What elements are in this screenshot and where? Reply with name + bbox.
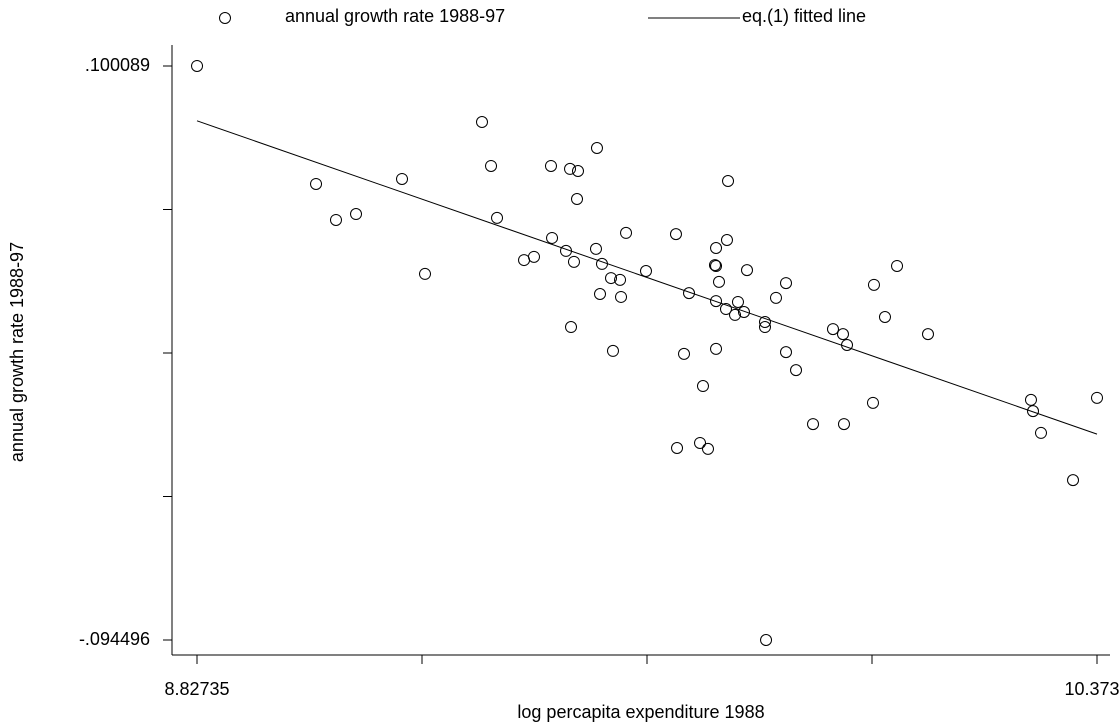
scatter-point xyxy=(1091,391,1103,404)
fitted-line xyxy=(196,120,1098,435)
scatter-point xyxy=(191,59,204,72)
scatter-point xyxy=(546,231,559,244)
scatter-point xyxy=(710,295,723,308)
scatter-point xyxy=(790,364,803,377)
scatter-point xyxy=(329,213,342,226)
scatter-point xyxy=(594,287,607,300)
scatter-point xyxy=(571,164,584,177)
scatter-point xyxy=(758,321,771,334)
scatter-point xyxy=(620,226,633,239)
scatter-point xyxy=(683,287,696,300)
scatter-point xyxy=(710,342,723,355)
scatter-point xyxy=(491,211,504,224)
scatter-point xyxy=(737,305,750,318)
scatter-point xyxy=(921,328,934,341)
legend-marker xyxy=(219,12,231,24)
scatter-point xyxy=(708,259,721,272)
scatter-point xyxy=(518,254,531,267)
scatter-point xyxy=(720,234,733,247)
scatter-point xyxy=(669,228,682,241)
scatter-point xyxy=(614,273,627,286)
scatter-point xyxy=(544,159,557,172)
scatter-point xyxy=(564,162,577,175)
scatter-point xyxy=(719,303,732,316)
scatter-point xyxy=(671,441,684,454)
scatter-point xyxy=(1027,405,1040,418)
scatter-point xyxy=(615,290,628,303)
x-axis-title: log percapita expenditure 1988 xyxy=(517,702,764,722)
scatter-point xyxy=(1067,474,1080,487)
scatter-point xyxy=(696,380,709,393)
scatter-point xyxy=(807,418,820,431)
scatter-point xyxy=(310,177,323,190)
y-axis-title: annual growth rate 1988-97 xyxy=(7,242,27,462)
scatter-point xyxy=(678,347,691,360)
legend-label: eq.(1) fitted line xyxy=(742,6,866,26)
scatter-point xyxy=(878,311,891,324)
scatter-point xyxy=(1024,393,1037,406)
scatter-point xyxy=(837,418,850,431)
scatter-point xyxy=(780,277,793,290)
x-tick-label: 10.3733 xyxy=(1064,679,1119,699)
scatter-point xyxy=(741,264,754,277)
scatter-point xyxy=(826,323,839,336)
scatter-point xyxy=(758,316,771,329)
scatter-point xyxy=(760,634,773,647)
scatter-point xyxy=(527,250,540,263)
scatter-point xyxy=(891,259,904,272)
scatter-point xyxy=(396,172,409,185)
scatter-point xyxy=(475,116,488,129)
y-tick-label: .100089 xyxy=(85,55,150,75)
scatter-point xyxy=(780,346,793,359)
scatter-point xyxy=(866,396,879,409)
scatter-point xyxy=(1034,426,1047,439)
scatter-point xyxy=(701,442,714,455)
scatter-point xyxy=(590,141,603,154)
scatter-point xyxy=(606,344,619,357)
scatter-point xyxy=(565,321,578,334)
scatter-point xyxy=(722,175,735,188)
scatter-point xyxy=(605,272,618,285)
scatter-point xyxy=(729,308,742,321)
scatter-point xyxy=(350,208,363,221)
scatter-point xyxy=(710,241,723,254)
scatter-point xyxy=(731,295,744,308)
scatter-point xyxy=(694,436,707,449)
scatter-point xyxy=(567,255,580,268)
scatter-point xyxy=(571,193,584,206)
scatter-point xyxy=(712,275,725,288)
scatter-point xyxy=(837,328,850,341)
scatter-point xyxy=(867,278,880,291)
scatter-point xyxy=(485,159,498,172)
legend-label: annual growth rate 1988-97 xyxy=(285,6,505,26)
x-tick-label: 8.82735 xyxy=(164,679,229,699)
y-tick-label: -.094496 xyxy=(79,629,150,649)
scatter-point xyxy=(589,242,602,255)
scatter-point xyxy=(769,291,782,304)
scatter-point xyxy=(639,264,652,277)
scatter-point xyxy=(710,259,723,272)
scatter-point xyxy=(419,267,432,280)
